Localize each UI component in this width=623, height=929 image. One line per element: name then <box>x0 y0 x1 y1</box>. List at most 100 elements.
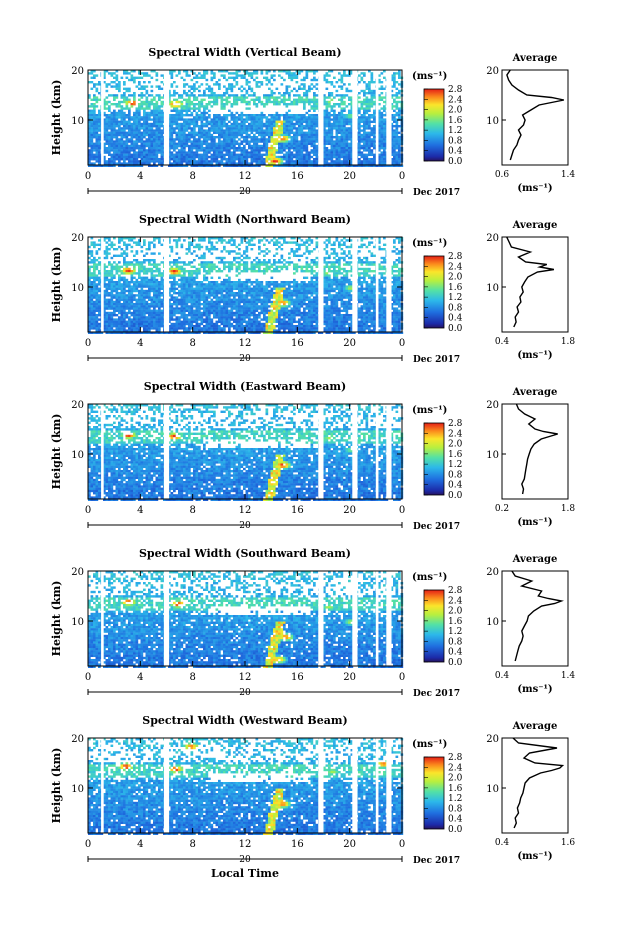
heatmap <box>88 738 404 835</box>
profile-title: Average <box>512 554 558 565</box>
x-tick-label: 12 <box>239 839 252 850</box>
x-tick-label: 0 <box>399 839 405 850</box>
x-tick-label: 0 <box>85 338 91 349</box>
y-tick-label: 10 <box>71 283 84 294</box>
colorbar-tick-label: 1.2 <box>448 293 462 303</box>
colorbar-tick-label: 0.4 <box>448 815 463 825</box>
x-tick-label: 16 <box>291 505 304 516</box>
profile-x-tick-label: 0.6 <box>495 170 510 180</box>
date-label: Dec 2017 <box>413 856 460 866</box>
date-label: Dec 2017 <box>413 522 460 532</box>
panel-title: Spectral Width (Westward Beam) <box>142 714 347 727</box>
colorbar-tick-label: 2.0 <box>448 273 463 283</box>
profile-x-tick-label: 0.4 <box>495 671 510 681</box>
colorbar <box>423 589 445 663</box>
data-gap <box>352 404 358 499</box>
panel-3: Spectral Width (Southward Beam) Height (k… <box>50 547 575 699</box>
profile-x-tick-label: 0.2 <box>495 504 509 514</box>
x-tick-label: 8 <box>189 672 195 683</box>
data-gap <box>318 237 324 332</box>
colorbar-tick-label: 1.2 <box>448 627 462 637</box>
heatmap <box>88 571 404 668</box>
y-tick-label: 20 <box>71 66 84 77</box>
colorbar-tick-label: 0.8 <box>448 136 463 146</box>
profile-title: Average <box>512 53 558 64</box>
x-tick-label: 0 <box>85 505 91 516</box>
profile-line <box>506 69 565 161</box>
data-gap <box>352 70 358 165</box>
profile-y-tick-label: 10 <box>486 283 499 294</box>
y-tick-label: 20 <box>71 734 84 745</box>
colorbar <box>423 422 445 496</box>
colorbar-unit: (ms⁻¹) <box>412 572 447 583</box>
x-tick-label: 8 <box>189 338 195 349</box>
date-label: Dec 2017 <box>413 689 460 699</box>
colorbar-tick-label: 0.4 <box>448 314 463 324</box>
x-tick-label: 8 <box>189 505 195 516</box>
x-tick-label: 12 <box>239 338 252 349</box>
profile-x-tick-label: 0.4 <box>495 838 510 848</box>
x-tick-label: 4 <box>137 338 143 349</box>
profile-y-tick-label: 20 <box>486 567 499 578</box>
profile-title: Average <box>512 721 558 732</box>
colorbar <box>423 88 445 162</box>
colorbar-tick-label: 2.0 <box>448 440 463 450</box>
colorbar-tick-label: 0.0 <box>448 491 463 501</box>
panel-title: Spectral Width (Southward Beam) <box>139 547 351 560</box>
colorbar-tick-label: 1.6 <box>448 617 463 627</box>
x-tick-label: 20 <box>343 338 356 349</box>
x-tick-label: 12 <box>239 171 252 182</box>
colorbar-tick-label: 2.8 <box>448 85 463 95</box>
profile-y-tick-label: 10 <box>486 617 499 628</box>
x-tick-label: 8 <box>189 171 195 182</box>
data-gap <box>386 404 392 499</box>
profile-y-tick-label: 10 <box>486 116 499 127</box>
y-axis-label: Height (km) <box>50 581 63 657</box>
profile-x-tick-label: 1.4 <box>561 170 576 180</box>
x-tick-label: 20 <box>343 672 356 683</box>
profile-line <box>515 403 558 495</box>
day-label: 20 <box>239 521 251 531</box>
y-tick-label: 20 <box>71 400 84 411</box>
colorbar-tick-label: 0.0 <box>448 825 463 835</box>
profile-title: Average <box>512 220 558 231</box>
profile-line <box>511 570 564 662</box>
data-gap <box>375 404 379 499</box>
data-gap <box>101 237 104 332</box>
y-axis-label: Height (km) <box>50 80 63 156</box>
x-tick-label: 0 <box>399 171 405 182</box>
colorbar-tick-label: 0.0 <box>448 157 463 167</box>
panel-1: Spectral Width (Northward Beam) Height (k… <box>50 213 575 365</box>
data-gap <box>352 738 358 833</box>
colorbar-tick-label: 2.4 <box>448 429 463 439</box>
data-gap <box>318 738 324 833</box>
profile-y-tick-label: 20 <box>486 400 499 411</box>
profile-y-tick-label: 20 <box>486 734 499 745</box>
x-tick-label: 0 <box>85 672 91 683</box>
x-tick-label: 0 <box>399 505 405 516</box>
x-tick-label: 12 <box>239 672 252 683</box>
y-axis-label: Height (km) <box>50 414 63 490</box>
data-gap <box>318 571 324 666</box>
x-tick-label: 20 <box>343 171 356 182</box>
profile-frame <box>501 236 569 333</box>
heatmap <box>88 404 404 501</box>
y-axis-label: Height (km) <box>50 748 63 824</box>
colorbar-tick-label: 2.4 <box>448 763 463 773</box>
profile-frame <box>501 570 569 667</box>
colorbar-tick-label: 0.0 <box>448 324 463 334</box>
profile-frame <box>501 737 569 834</box>
colorbar-tick-label: 0.0 <box>448 658 463 668</box>
profile-title: Average <box>512 387 558 398</box>
colorbar-tick-label: 1.6 <box>448 784 463 794</box>
colorbar-tick-label: 1.2 <box>448 126 462 136</box>
x-tick-label: 0 <box>399 672 405 683</box>
y-tick-label: 20 <box>71 233 84 244</box>
colorbar <box>423 255 445 329</box>
profile-x-tick-label: 0.4 <box>495 337 510 347</box>
x-tick-label: 20 <box>343 839 356 850</box>
x-tick-label: 4 <box>137 171 143 182</box>
data-gap <box>163 70 170 165</box>
colorbar-tick-label: 2.4 <box>448 262 463 272</box>
